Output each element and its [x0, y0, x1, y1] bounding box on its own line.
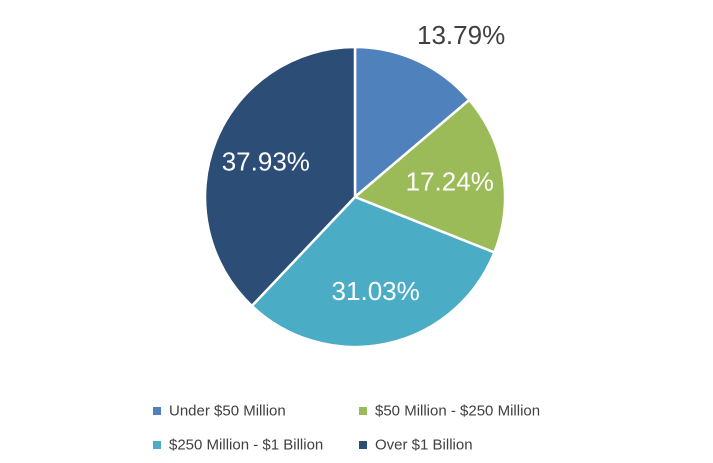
pie-slice — [352, 98, 507, 255]
legend-marker — [359, 441, 367, 449]
pie-slice — [353, 45, 472, 200]
legend-label: Under $50 Million — [169, 403, 286, 420]
legend-marker — [153, 441, 161, 449]
pie-slices — [203, 45, 507, 349]
legend: Under $50 Million $50 Million - $250 Mill… — [153, 403, 540, 454]
data-labels: 13.79% 17.24% 31.03% 37.93% — [222, 20, 505, 306]
legend-marker — [359, 407, 367, 415]
legend-label: Over $1 Billion — [375, 437, 473, 454]
data-label: 13.79% — [417, 20, 505, 50]
data-label: 37.93% — [222, 146, 310, 176]
legend-label: $250 Million - $1 Billion — [169, 437, 323, 454]
legend-marker — [153, 407, 161, 415]
pie-slice — [203, 45, 357, 308]
data-label: 31.03% — [332, 276, 420, 306]
legend-label: $50 Million - $250 Million — [375, 403, 540, 420]
pie-slice — [250, 195, 496, 349]
data-label: 17.24% — [406, 166, 494, 196]
